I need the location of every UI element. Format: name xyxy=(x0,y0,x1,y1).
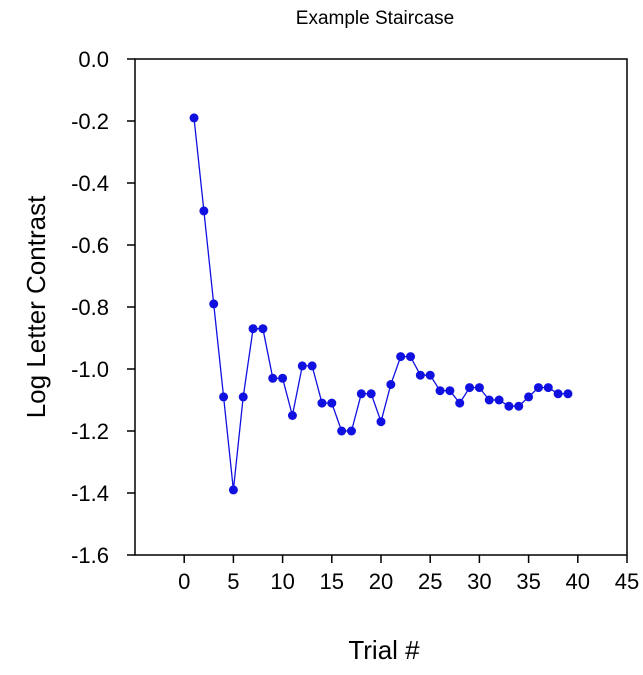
y-tick-label: -0.8 xyxy=(71,295,109,320)
data-point xyxy=(406,352,416,362)
x-tick-label: 5 xyxy=(227,569,239,594)
x-tick-label: 20 xyxy=(369,569,393,594)
data-point xyxy=(327,398,337,408)
x-tick-label: 45 xyxy=(615,569,639,594)
data-point xyxy=(533,383,543,393)
y-tick-label: -0.6 xyxy=(71,233,109,258)
y-tick-label: -0.4 xyxy=(71,171,109,196)
data-point xyxy=(287,411,297,420)
data-point xyxy=(258,324,268,334)
series-line xyxy=(193,117,568,490)
data-point xyxy=(455,398,465,408)
x-axis-title: Trial # xyxy=(348,635,420,665)
x-tick-label: 0 xyxy=(178,569,190,594)
data-point xyxy=(386,380,396,389)
y-axis-title: Log Letter Contrast xyxy=(21,195,51,418)
data-point xyxy=(445,386,455,396)
data-point xyxy=(317,398,327,408)
x-tick-label: 15 xyxy=(320,569,344,594)
y-tick-label: -1.2 xyxy=(71,419,109,444)
x-axis: 0 5 10 15 20 25 30 35 40 45 xyxy=(178,555,639,594)
y-tick-label: -1.0 xyxy=(71,357,109,382)
data-point xyxy=(563,389,573,399)
data-point xyxy=(199,206,209,216)
data-point xyxy=(268,373,278,383)
data-point xyxy=(435,386,445,396)
data-point xyxy=(504,401,514,411)
data-point xyxy=(376,417,386,427)
y-tick-label: -1.6 xyxy=(71,543,109,568)
plot-frame xyxy=(134,58,628,556)
y-axis: 0.0 -0.2 -0.4 -0.6 -0.8 -1.0 -1.2 -1.4 -1.6 xyxy=(71,47,135,568)
data-point xyxy=(524,392,534,402)
data-point xyxy=(189,113,199,123)
data-point xyxy=(346,426,356,436)
y-tick-label: 0.0 xyxy=(78,47,109,72)
chart-title: Example Staircase xyxy=(296,8,454,29)
data-point xyxy=(465,383,475,393)
data-point xyxy=(425,370,435,380)
data-point xyxy=(514,401,524,411)
x-tick-label: 35 xyxy=(516,569,540,594)
data-point xyxy=(248,324,258,334)
data-point xyxy=(278,373,288,383)
data-point xyxy=(474,383,484,393)
data-point xyxy=(543,383,553,393)
data-point xyxy=(396,352,406,362)
data-point xyxy=(238,392,248,402)
data-point xyxy=(494,395,504,405)
x-tick-label: 30 xyxy=(467,569,491,594)
data-point xyxy=(297,361,307,371)
data-point xyxy=(366,389,376,399)
y-tick-label: -1.4 xyxy=(71,481,109,506)
x-tick-label: 40 xyxy=(566,569,590,594)
data-series xyxy=(189,113,573,495)
data-point xyxy=(228,485,238,495)
data-point xyxy=(356,389,366,399)
data-point xyxy=(484,395,494,405)
data-point xyxy=(337,426,347,436)
data-point xyxy=(415,370,425,380)
x-tick-label: 25 xyxy=(418,569,442,594)
y-tick-label: -0.2 xyxy=(71,109,109,134)
data-point xyxy=(219,392,229,402)
data-point xyxy=(209,299,219,309)
data-point xyxy=(307,361,317,371)
x-tick-label: 10 xyxy=(270,569,294,594)
data-point xyxy=(553,389,563,399)
